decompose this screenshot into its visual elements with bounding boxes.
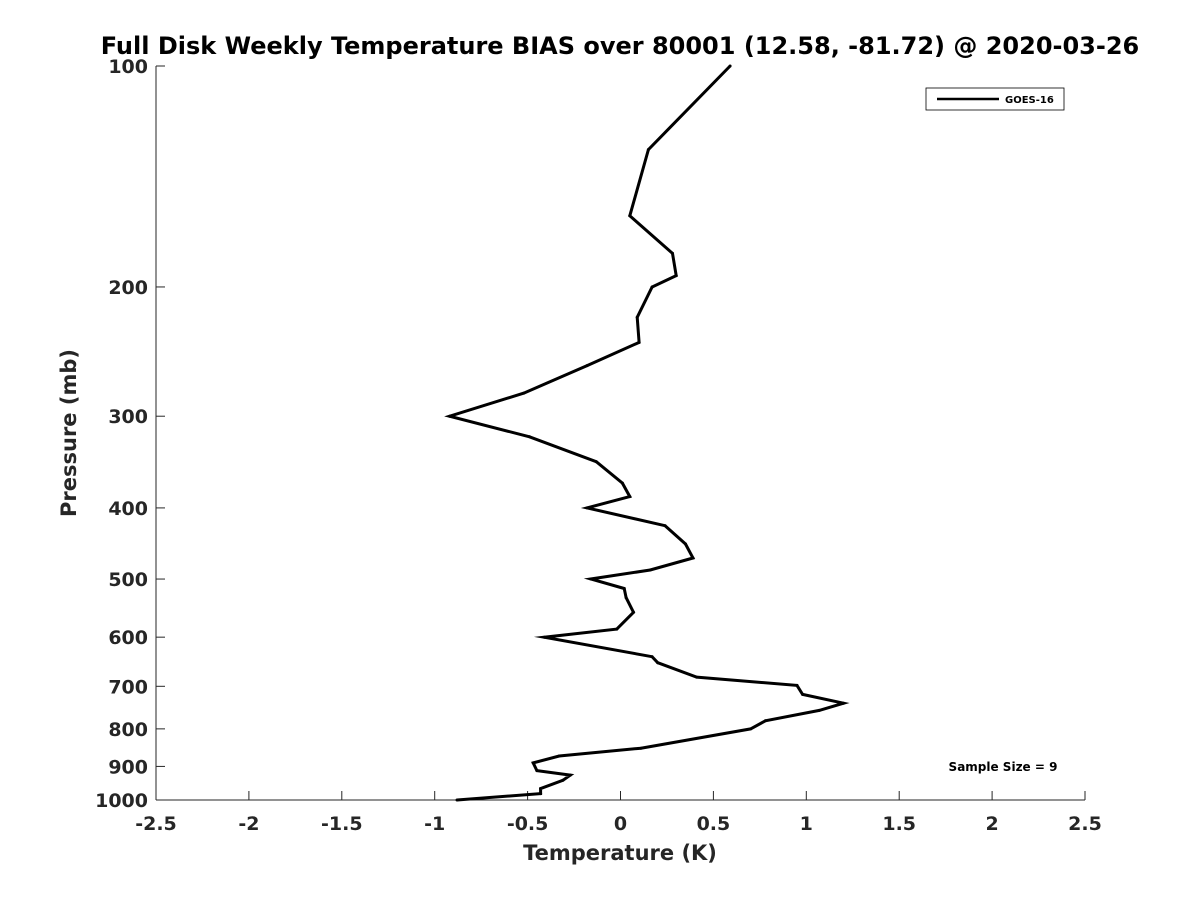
data-point [624,596,628,600]
chart-title: Full Disk Weekly Temperature BIAS over 8… [101,32,1140,60]
data-point [795,683,799,687]
data-point [539,792,543,796]
y-tick-label: 400 [108,498,148,520]
data-point [801,692,805,696]
data-point [684,542,687,546]
data-point [622,587,626,590]
series-layer [444,64,850,802]
x-tick-label: -1 [424,813,445,835]
x-tick-label: -0.5 [507,813,549,835]
data-point [632,610,635,614]
y-tick-label: 100 [108,56,148,78]
data-point [674,274,678,278]
data-point [749,727,753,731]
x-tick-label: -1.5 [321,813,363,835]
data-point [646,148,650,152]
y-ticks: 100 200 300 400 500 600 700 800 900 1000 [95,56,165,812]
legend: GOES-16 [925,87,1065,111]
sample-size-annotation: Sample Size = 9 [949,760,1058,774]
data-point [535,769,539,773]
x-tick-label: -2 [238,813,259,835]
x-ticks: -2.5 -2 -1.5 -1 -0.5 0 0.5 1 1.5 2 2.5 [135,791,1102,835]
y-tick-label: 300 [108,406,148,428]
x-tick-label: 2.5 [1068,813,1102,835]
data-point [557,754,561,758]
y-tick-label: 900 [108,756,148,778]
x-tick-label: 0.5 [697,813,731,835]
y-tick-label: 700 [108,676,148,698]
data-point [455,798,459,802]
data-point [628,214,632,218]
data-point [639,746,643,750]
data-point [671,251,674,255]
data-point [648,568,652,572]
x-tick-label: 1 [800,813,813,835]
data-point [637,340,641,344]
legend-label: GOES-16 [1005,95,1054,106]
data-point [763,719,767,723]
y-tick-label: 200 [108,277,148,299]
data-point [531,761,535,765]
data-point [650,655,654,659]
data-point [695,675,699,679]
data-point [842,701,845,705]
data-point [650,285,654,289]
data-point [628,495,632,499]
data-point [589,577,593,581]
y-tick-label: 600 [108,627,148,649]
data-point [663,524,667,528]
x-tick-label: 1.5 [882,813,916,835]
x-axis-label: Temperature (K) [523,841,717,865]
x-tick-label: -2.5 [135,813,177,835]
data-point [817,708,821,712]
data-point [620,481,624,485]
data-point [528,435,531,439]
data-point [615,627,619,631]
y-axis-label: Pressure (mb) [57,349,81,517]
data-point [542,635,546,639]
data-point [728,64,732,68]
data-point [656,661,660,665]
data-point [635,315,639,319]
data-point [522,391,526,395]
data-point [539,787,543,791]
series-line-goes-16 [444,64,850,802]
data-point [594,460,598,464]
data-point [561,778,565,782]
x-tick-label: 2 [985,813,998,835]
y-tick-label: 1000 [95,790,148,812]
data-point [448,414,452,418]
data-point [585,364,589,368]
data-point [585,506,589,510]
y-tick-label: 500 [108,569,148,591]
data-point [691,556,695,560]
y-tick-label: 800 [108,719,148,741]
data-point [568,773,572,777]
x-tick-label: 0 [614,813,627,835]
